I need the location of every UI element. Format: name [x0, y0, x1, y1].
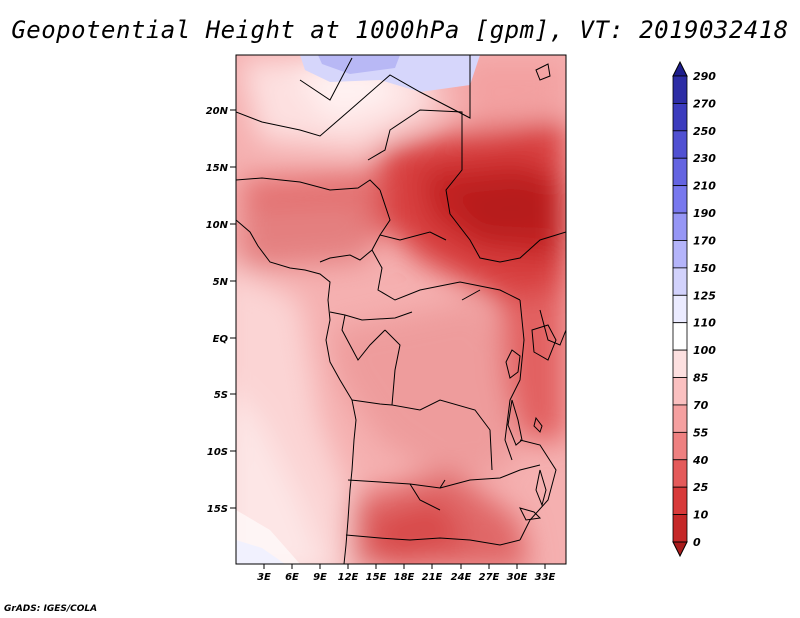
- lon-label: 18E: [394, 572, 415, 583]
- colorbar-swatch: [672, 185, 688, 214]
- lat-tick-5n: 5N: [213, 277, 236, 288]
- lat-label: 15S: [207, 504, 228, 515]
- lon-tick-6e: 6E: [285, 564, 299, 583]
- colorbar-swatch: [672, 486, 688, 515]
- colorbar-swatch: [672, 459, 688, 488]
- lon-tick-27e: 27E: [479, 564, 500, 583]
- lon-tick-21e: 21E: [422, 564, 443, 583]
- colorbar-swatch: [672, 294, 688, 324]
- colorbar-swatch: [672, 130, 688, 159]
- lon-label: 6E: [285, 572, 299, 583]
- colorbar-label: 110: [693, 317, 716, 330]
- lon-tick-24e: 24E: [451, 564, 472, 583]
- lat-label: 5S: [214, 390, 228, 401]
- colorbar-swatch: [672, 103, 688, 132]
- lon-label: 30E: [507, 572, 528, 583]
- lat-label: 5N: [213, 277, 229, 288]
- colorbar-swatch: [672, 404, 688, 433]
- lat-tick-15n: 15N: [206, 163, 236, 174]
- colorbar-swatch: [672, 212, 688, 241]
- colorbar-bottom-arrow: [672, 541, 688, 558]
- lon-tick-18e: 18E: [394, 564, 415, 583]
- colorbar-label: 125: [693, 289, 716, 302]
- lat-label: 10S: [207, 447, 228, 458]
- lat-label: 15N: [206, 163, 229, 174]
- colorbar-swatch: [672, 514, 688, 543]
- colorbar-label: 170: [693, 234, 716, 247]
- lon-tick-3e: 3E: [257, 564, 271, 583]
- colorbar-label: 190: [693, 207, 716, 220]
- colorbar-label: 230: [693, 152, 716, 165]
- lat-axis: 20N 15N 10N 5N EQ 5S 10S 15S: [206, 106, 236, 515]
- height-field: [236, 55, 566, 564]
- lon-label: 27E: [479, 572, 500, 583]
- colorbar-label: 210: [693, 180, 716, 193]
- lon-label: 3E: [257, 572, 271, 583]
- lat-label: 20N: [206, 106, 229, 117]
- lon-label: 33E: [535, 572, 556, 583]
- colorbar-label: 25: [693, 481, 709, 494]
- footer-credit: GrADS: IGES/COLA: [4, 604, 98, 614]
- colorbar-swatch: [672, 75, 688, 104]
- lon-axis: 3E 6E 9E 12E 15E 18E 21E 24E 27E 30E 33E: [257, 564, 556, 583]
- lat-tick-15s: 15S: [207, 504, 236, 515]
- lat-tick-20n: 20N: [206, 106, 236, 117]
- colorbar-label: 100: [693, 344, 716, 357]
- lon-label: 12E: [338, 572, 359, 583]
- colorbar-swatch: [672, 431, 688, 461]
- colorbar-label: 40: [692, 454, 709, 467]
- lat-tick-5s: 5S: [214, 390, 236, 401]
- colorbar-label: 150: [693, 262, 716, 275]
- lat-label: 10N: [206, 220, 229, 231]
- colorbar-swatch: [672, 377, 688, 406]
- lon-tick-9e: 9E: [313, 564, 327, 583]
- colorbar-label: 270: [693, 97, 716, 110]
- lat-tick-eq: EQ: [213, 334, 236, 345]
- colorbar: 2902702502302101901701501251101008570554…: [672, 60, 716, 558]
- colorbar-swatch: [672, 322, 688, 351]
- colorbar-label: 55: [693, 426, 709, 439]
- lon-label: 24E: [451, 572, 472, 583]
- lat-tick-10s: 10S: [207, 447, 236, 458]
- lat-tick-10n: 10N: [206, 220, 236, 231]
- colorbar-swatch: [672, 157, 688, 187]
- colorbar-label: 250: [693, 125, 716, 138]
- lon-tick-12e: 12E: [338, 564, 359, 583]
- colorbar-label: 70: [693, 399, 709, 412]
- lon-tick-33e: 33E: [535, 564, 556, 583]
- lon-label: 21E: [422, 572, 443, 583]
- lon-label: 9E: [313, 572, 327, 583]
- colorbar-label: 85: [693, 372, 709, 385]
- colorbar-top-arrow: [672, 60, 688, 77]
- colorbar-label: 290: [693, 70, 716, 83]
- colorbar-swatch: [672, 240, 688, 269]
- lon-label: 15E: [366, 572, 387, 583]
- lon-tick-30e: 30E: [507, 564, 528, 583]
- page-title: Geopotential Height at 1000hPa [gpm], VT…: [11, 16, 789, 44]
- plot-frame: [235, 54, 567, 565]
- colorbar-label: 0: [693, 536, 701, 549]
- lat-label: EQ: [213, 334, 229, 345]
- colorbar-swatch: [672, 267, 688, 296]
- colorbar-swatch: [672, 349, 688, 378]
- lon-tick-15e: 15E: [366, 564, 387, 583]
- boundaries: [236, 55, 566, 564]
- colorbar-label: 10: [693, 509, 709, 522]
